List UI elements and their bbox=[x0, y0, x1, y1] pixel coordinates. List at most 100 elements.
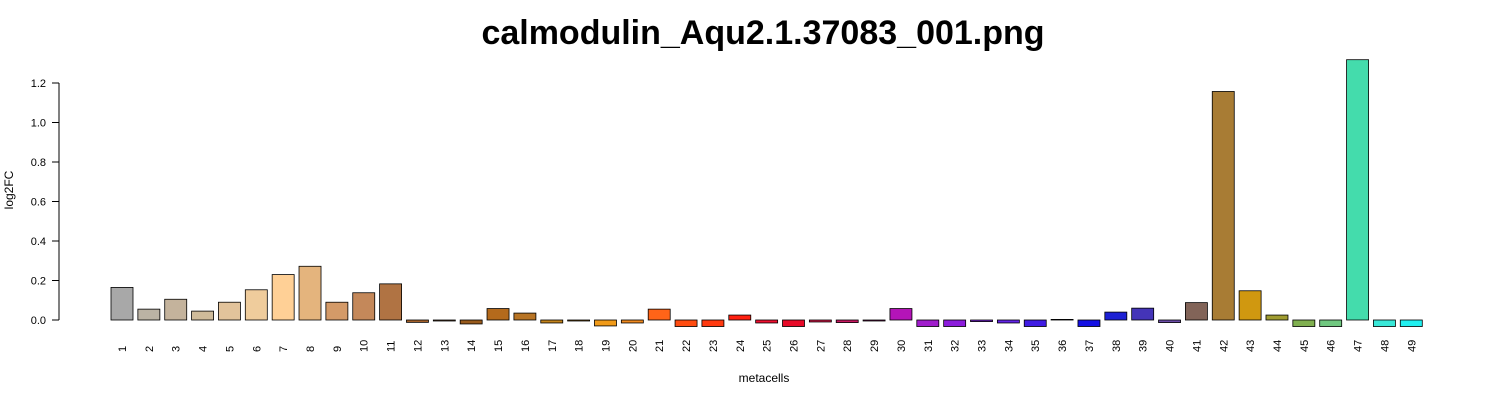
x-tick-label: 42 bbox=[1218, 340, 1230, 352]
bar-19 bbox=[594, 319, 617, 327]
bar-17 bbox=[540, 319, 564, 324]
x-tick-label: 25 bbox=[762, 340, 774, 352]
y-axis-label: log2FC bbox=[2, 170, 16, 209]
x-tick-label: 33 bbox=[977, 340, 989, 352]
bar-6 bbox=[244, 289, 268, 321]
x-tick-label: 17 bbox=[547, 340, 559, 352]
bar-35 bbox=[1023, 319, 1047, 327]
x-tick-label: 37 bbox=[1084, 340, 1096, 352]
bar-1 bbox=[110, 287, 134, 321]
bar-37 bbox=[1077, 319, 1101, 327]
x-tick-label: 34 bbox=[1003, 340, 1015, 352]
bar-20 bbox=[620, 319, 644, 324]
bar-14 bbox=[459, 319, 483, 325]
x-tick-label: 48 bbox=[1379, 340, 1391, 352]
x-tick-label: 15 bbox=[493, 340, 505, 352]
x-tick-label: 32 bbox=[950, 340, 962, 352]
x-tick-label: 16 bbox=[520, 340, 532, 352]
bar-15 bbox=[486, 308, 510, 321]
x-tick-label: 41 bbox=[1191, 340, 1203, 352]
x-tick-label: 36 bbox=[1057, 340, 1069, 352]
bar-42 bbox=[1211, 91, 1235, 321]
x-tick-label: 31 bbox=[923, 340, 935, 352]
x-tick-label: 23 bbox=[708, 340, 720, 352]
bar-32 bbox=[943, 319, 967, 327]
bar-7 bbox=[271, 274, 295, 321]
y-tick-label: 0.2 bbox=[31, 276, 46, 288]
bar-2 bbox=[137, 308, 161, 321]
bar-34 bbox=[996, 319, 1020, 324]
bar-26 bbox=[782, 319, 805, 327]
y-tick-label: 1.2 bbox=[31, 78, 46, 90]
x-tick-label: 3 bbox=[171, 346, 183, 352]
x-tick-label: 28 bbox=[842, 340, 854, 352]
x-tick-label: 44 bbox=[1272, 340, 1284, 352]
x-tick-label: 13 bbox=[439, 340, 451, 352]
bar-29 bbox=[862, 319, 886, 322]
x-tick-labels: 1 2 3 4 5 6 7 8 9 10 11 12 13 14 15 16 17 18 19 20 21 22 23 24 2… bbox=[117, 340, 1418, 352]
x-tick-label: 20 bbox=[627, 340, 639, 352]
bar-44 bbox=[1265, 314, 1289, 321]
x-tick-label: 6 bbox=[251, 346, 263, 352]
x-tick-label: 30 bbox=[896, 340, 908, 352]
bar-22 bbox=[674, 319, 698, 327]
x-tick-label: 7 bbox=[278, 346, 290, 352]
x-tick-label: 29 bbox=[869, 340, 881, 352]
bar-24 bbox=[728, 314, 752, 321]
chart-title: calmodulin_Aqu2.1.37083_001.png bbox=[481, 14, 1044, 52]
y-tick-label: 0.6 bbox=[31, 197, 46, 209]
bar-13 bbox=[432, 319, 456, 322]
bar-11 bbox=[379, 283, 403, 321]
bar-12 bbox=[406, 319, 429, 323]
bar-39 bbox=[1131, 307, 1155, 321]
y-tick-label: 0.8 bbox=[31, 157, 46, 169]
x-tick-label: 39 bbox=[1138, 340, 1150, 352]
bar-16 bbox=[513, 312, 537, 321]
x-tick-label: 10 bbox=[359, 340, 371, 352]
x-tick-label: 4 bbox=[198, 346, 210, 352]
bar-10 bbox=[352, 292, 376, 321]
bar-48 bbox=[1373, 319, 1396, 327]
bar-28 bbox=[835, 319, 859, 323]
x-tick-label: 38 bbox=[1111, 340, 1123, 352]
x-tick-label: 45 bbox=[1299, 340, 1311, 352]
bar-8 bbox=[298, 265, 322, 321]
bar-9 bbox=[325, 301, 349, 321]
bar-23 bbox=[701, 319, 725, 327]
x-tick-label: 40 bbox=[1165, 340, 1177, 352]
x-tick-label: 49 bbox=[1406, 340, 1418, 352]
x-tick-label: 43 bbox=[1245, 340, 1257, 352]
x-tick-label: 12 bbox=[412, 340, 424, 352]
bar-30 bbox=[889, 308, 913, 321]
x-tick-label: 47 bbox=[1353, 340, 1365, 352]
y-tick-label: 1.0 bbox=[31, 118, 46, 130]
x-tick-label: 5 bbox=[224, 346, 236, 352]
bar-3 bbox=[164, 298, 188, 321]
x-tick-label: 22 bbox=[681, 340, 693, 352]
bar-18 bbox=[567, 319, 591, 322]
bar-31 bbox=[916, 319, 940, 327]
bar-45 bbox=[1292, 319, 1316, 327]
x-tick-label: 21 bbox=[654, 340, 666, 352]
bar-36 bbox=[1050, 319, 1074, 321]
x-tick-label: 11 bbox=[386, 341, 398, 352]
y-tick-label: 0.0 bbox=[31, 315, 46, 327]
bar-21 bbox=[647, 308, 671, 321]
x-tick-label: 19 bbox=[600, 340, 612, 352]
bar-49 bbox=[1399, 319, 1423, 327]
x-tick-label: 8 bbox=[305, 346, 317, 352]
x-tick-label: 46 bbox=[1326, 340, 1338, 352]
y-axis: 0.0 0.2 0.4 0.6 0.8 1.0 1.2 bbox=[31, 78, 60, 327]
x-tick-label: 1 bbox=[117, 346, 129, 352]
bar-47 bbox=[1346, 59, 1369, 321]
bar-4 bbox=[191, 310, 214, 321]
bar-5 bbox=[218, 301, 241, 321]
bar-33 bbox=[970, 319, 993, 322]
bar-25 bbox=[755, 319, 779, 324]
x-tick-label: 24 bbox=[735, 340, 747, 352]
x-tick-label: 14 bbox=[466, 340, 478, 352]
x-tick-label: 27 bbox=[815, 340, 827, 352]
x-tick-label: 9 bbox=[332, 346, 344, 352]
bars bbox=[110, 59, 1423, 327]
